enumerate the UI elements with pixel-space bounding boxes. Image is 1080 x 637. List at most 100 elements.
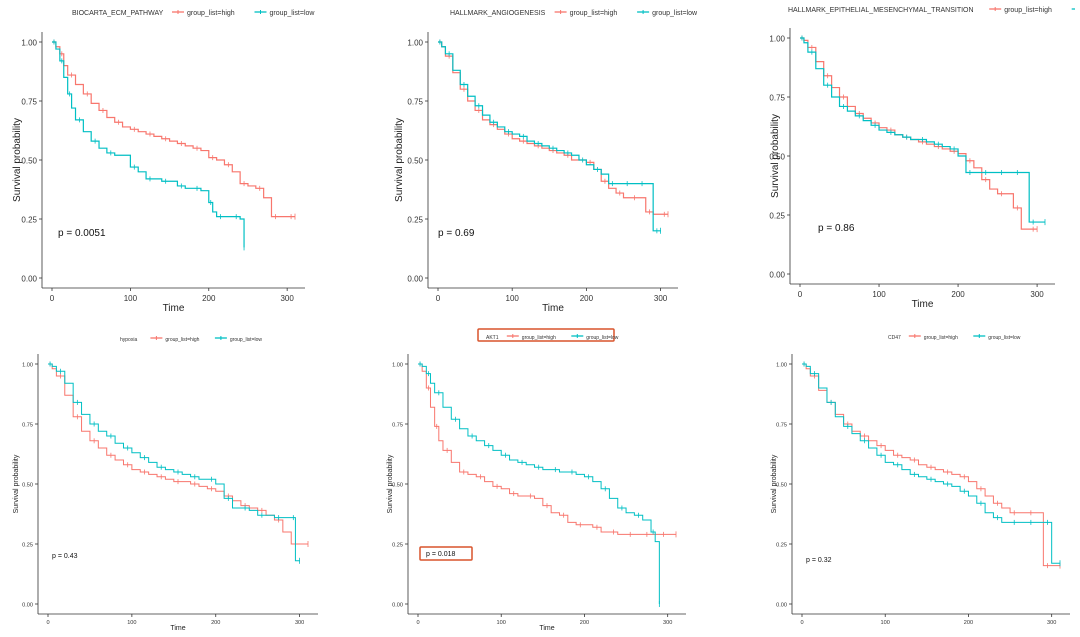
y-tick-label: 0.75 (407, 98, 423, 107)
chart-title: CD47 (888, 335, 901, 341)
survival-curve-high (48, 363, 308, 545)
y-tick-label: 0.00 (776, 602, 787, 608)
y-axis-label: Survival probability (12, 118, 23, 202)
x-tick-label: 300 (1030, 290, 1044, 299)
km-chart: hypoxia group_list=high group_list=low 0.00… (13, 336, 318, 632)
x-tick-label: 300 (295, 620, 304, 626)
legend-label: group_list=high (187, 10, 235, 17)
y-tick-label: 1.00 (407, 39, 423, 48)
y-tick-label: 0.00 (392, 602, 403, 608)
x-tick-label: 0 (46, 620, 49, 626)
x-tick-label: 200 (211, 620, 220, 626)
x-tick-label: 0 (416, 620, 419, 626)
km-chart: CD47 group_list=high group_list=low 0.00 0.2… (771, 334, 1070, 626)
chart-title: HALLMARK_ANGIOGENESIS (450, 10, 546, 17)
y-axis-label: Survival probability (13, 454, 20, 513)
y-tick-label: 0.50 (776, 482, 787, 488)
y-axis-label: Survival probability (394, 118, 405, 202)
survival-curve-high (800, 37, 1038, 230)
legend-label: group_list=low (230, 337, 262, 343)
x-tick-label: 300 (663, 620, 672, 626)
legend-label: group_list=high (1004, 7, 1052, 14)
y-tick-label: 0.75 (776, 422, 787, 428)
y-tick-label: 0.25 (21, 216, 37, 225)
y-tick-label: 0.75 (21, 98, 37, 107)
km-panel-akt1: AKT1 group_list=high group_list=low 0.00 0.2… (378, 326, 708, 637)
x-tick-label: 100 (872, 290, 886, 299)
km-panel-biocarta-ecm: BIOCARTA_ECM_PATHWAY group_list=high group… (0, 0, 320, 325)
x-tick-label: 100 (881, 620, 890, 626)
x-tick-label: 200 (580, 620, 589, 626)
y-tick-label: 0.50 (22, 482, 33, 488)
survival-curve-low (48, 363, 300, 562)
survival-curve-high (418, 363, 676, 535)
km-panel-emt: HALLMARK_EPITHELIAL_MESENCHYMAL_TRANSITI… (740, 0, 1080, 325)
y-tick-label: 0.25 (776, 542, 787, 548)
x-tick-label: 300 (1047, 620, 1056, 626)
y-tick-label: 0.50 (769, 153, 785, 162)
survival-curve-high (52, 41, 295, 218)
y-tick-label: 1.00 (776, 362, 787, 368)
legend-label: group_list=low (270, 10, 316, 17)
x-tick-label: 200 (964, 620, 973, 626)
x-tick-label: 0 (50, 294, 55, 303)
survival-curve-low (418, 363, 660, 604)
x-axis-label: Time (163, 303, 185, 314)
survival-curve-low (52, 41, 245, 248)
y-tick-label: 0.50 (392, 482, 403, 488)
x-tick-label: 100 (124, 294, 138, 303)
legend-label: group_list=low (988, 335, 1020, 341)
x-tick-label: 100 (506, 294, 520, 303)
x-tick-label: 200 (951, 290, 965, 299)
chart-title: BIOCARTA_ECM_PATHWAY (72, 10, 164, 17)
x-tick-label: 0 (798, 290, 803, 299)
y-axis-label: Survival probability (770, 114, 781, 198)
x-tick-label: 0 (436, 294, 441, 303)
km-chart: AKT1 group_list=high group_list=low 0.00 0.2… (387, 328, 686, 632)
y-tick-label: 0.50 (407, 157, 423, 166)
y-tick-label: 0.25 (407, 216, 423, 225)
y-axis-label: Survival probability (387, 454, 394, 513)
x-axis-label: Time (912, 299, 934, 310)
x-tick-label: 100 (127, 620, 136, 626)
survival-curve-high (438, 41, 668, 215)
x-axis-label: Time (542, 303, 564, 314)
p-value-label: p = 0.018 (426, 551, 455, 558)
y-tick-label: 1.00 (22, 362, 33, 368)
y-axis-label: Survival probability (771, 454, 778, 513)
y-tick-label: 1.00 (21, 39, 37, 48)
km-panel-angiogenesis: HALLMARK_ANGIOGENESIS group_list=high grou… (378, 0, 718, 325)
y-tick-label: 0.25 (22, 542, 33, 548)
y-tick-label: 0.25 (769, 212, 785, 221)
p-value-label: p = 0.32 (806, 557, 832, 564)
x-tick-label: 200 (202, 294, 216, 303)
y-tick-label: 0.00 (769, 271, 785, 280)
y-tick-label: 0.25 (392, 542, 403, 548)
y-tick-label: 0.00 (407, 275, 423, 284)
y-tick-label: 0.75 (392, 422, 403, 428)
x-tick-label: 300 (654, 294, 668, 303)
p-value-label: p = 0.43 (52, 553, 78, 560)
km-chart: HALLMARK_ANGIOGENESIS group_list=high grou… (394, 10, 698, 314)
legend-label: group_list=low (586, 335, 618, 341)
km-chart: HALLMARK_EPITHELIAL_MESENCHYMAL_TRANSITI… (769, 7, 1080, 310)
p-value-label: p = 0.0051 (58, 228, 106, 239)
x-axis-label: Time (539, 625, 554, 632)
survival-curve-low (438, 41, 661, 232)
chart-title: AKT1 (486, 335, 499, 341)
survival-curve-low (802, 363, 1060, 564)
km-panel-hypoxia: hypoxia group_list=high group_list=low 0.00… (0, 326, 330, 637)
y-tick-label: 1.00 (392, 362, 403, 368)
legend-label: group_list=high (924, 335, 958, 341)
title-highlight-box (477, 328, 615, 342)
pvalue-highlight-box (419, 546, 473, 561)
p-value-label: p = 0.69 (438, 228, 475, 239)
km-chart: BIOCARTA_ECM_PATHWAY group_list=high group… (12, 10, 316, 314)
legend-label: group_list=high (522, 335, 556, 341)
x-tick-label: 100 (497, 620, 506, 626)
x-tick-label: 0 (800, 620, 803, 626)
km-panel-cd47: CD47 group_list=high group_list=low 0.00 0.2… (740, 326, 1076, 637)
y-tick-label: 0.75 (769, 94, 785, 103)
legend-label: group_list=high (165, 337, 199, 343)
x-tick-label: 200 (580, 294, 594, 303)
